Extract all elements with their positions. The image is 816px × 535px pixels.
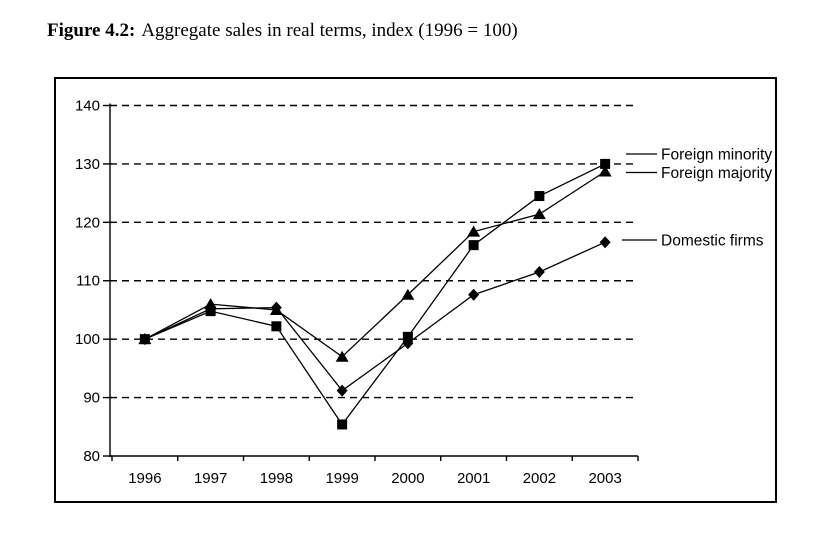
- marker-foreign-minority-1998: [271, 321, 282, 332]
- marker-domestic-firms-1999: [336, 384, 348, 397]
- x-tick-label-2000: 2000: [391, 470, 424, 487]
- chart-border: [54, 77, 777, 503]
- y-tick-label-110: 110: [76, 273, 100, 290]
- marker-domestic-firms-2003: [599, 236, 611, 249]
- marker-foreign-minority-2001: [468, 240, 479, 251]
- figure-number: Figure 4.2:: [47, 20, 136, 41]
- y-tick-label-80: 80: [83, 448, 100, 465]
- y-tick-label-90: 90: [83, 390, 100, 407]
- y-tick-label-100: 100: [75, 331, 100, 348]
- figure-title: Figure 4.2: Aggregate sales in real terms…: [47, 20, 518, 42]
- series-line-foreign-minority: [144, 163, 606, 426]
- marker-foreign-majority-2000: [401, 288, 415, 300]
- marker-domestic-firms-2001: [468, 288, 480, 301]
- x-tick-label-2002: 2002: [523, 470, 556, 487]
- figure-caption: Aggregate sales in real terms, index (19…: [141, 20, 518, 41]
- marker-foreign-majority-2001: [467, 225, 481, 237]
- marker-foreign-majority-1999: [335, 350, 349, 362]
- y-tick-label-140: 140: [75, 97, 100, 114]
- marker-foreign-minority-2002: [534, 191, 545, 202]
- legend-label-foreign-majority: Foreign majority: [661, 165, 772, 182]
- marker-foreign-minority-2003: [600, 158, 611, 169]
- marker-foreign-minority-1996: [139, 334, 150, 345]
- marker-foreign-majority-1998: [269, 303, 283, 315]
- marker-foreign-minority-1999: [337, 419, 348, 430]
- x-tick-label-1997: 1997: [194, 470, 227, 487]
- x-tick-label-2001: 2001: [457, 470, 490, 487]
- series-line-domestic-firms: [144, 241, 606, 392]
- marker-foreign-minority-2000: [402, 331, 413, 342]
- legend-label-domestic-firms: Domestic firms: [661, 233, 764, 250]
- marker-foreign-majority-2002: [532, 208, 546, 220]
- marker-foreign-majority-2003: [598, 165, 612, 177]
- marker-domestic-firms-2002: [533, 265, 545, 278]
- y-tick-label-120: 120: [75, 214, 100, 231]
- x-tick-label-1996: 1996: [128, 470, 161, 487]
- series-line-foreign-majority: [144, 170, 606, 358]
- y-tick-label-130: 130: [75, 156, 100, 173]
- x-tick-label-1999: 1999: [325, 470, 358, 487]
- x-tick-label-2003: 2003: [588, 470, 621, 487]
- legend-label-foreign-minority: Foreign minority: [661, 147, 772, 164]
- x-tick-label-1998: 1998: [260, 470, 293, 487]
- marker-foreign-minority-1997: [205, 306, 216, 317]
